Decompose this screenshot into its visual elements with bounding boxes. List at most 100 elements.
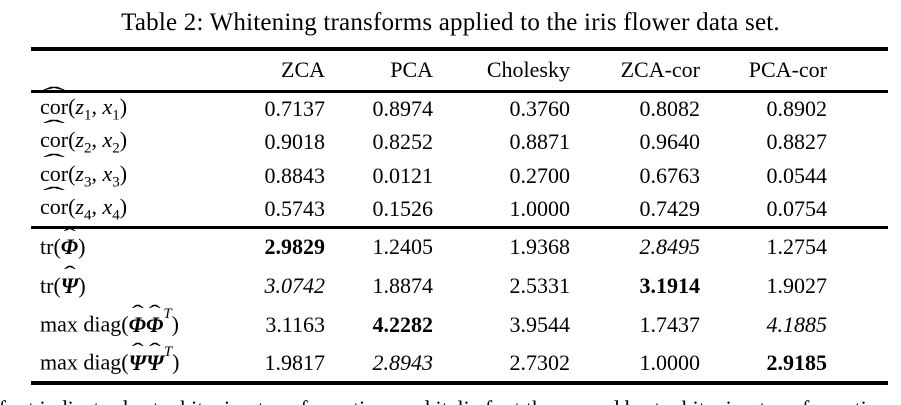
header-spacer: [827, 49, 888, 91]
table-row-cor4: ˆ cor(z4, x4) 0.5743 0.1526 1.0000 0.7429…: [31, 184, 888, 227]
row-label-maxdiag-phi: max diag(ˆ Φ ˆ ΦT): [40, 299, 179, 338]
spacer-cell: [827, 305, 888, 344]
table-row-cor3: ˆ cor(z3, x3) 0.8843 0.0121 0.2700 0.6763…: [31, 151, 888, 193]
header-zca-cor: ZCA-cor: [620, 57, 700, 83]
cell-maxpsi-pca: 2.8943: [372, 349, 434, 375]
table-row-maxdiag-psi: max diag(ˆ Ψ ˆ ΨT) 1.9817 2.8943 2.7302 1.0…: [31, 337, 888, 383]
cell-cor1-pca: 0.8974: [372, 95, 434, 121]
cell-cor4-cholesky: 1.0000: [509, 196, 571, 222]
cell-cor4-pca: 0.1526: [372, 196, 434, 222]
cell-trpsi-zca: 3.0742: [264, 272, 326, 298]
widehat-accent-icon: ˆ: [43, 115, 66, 141]
cell-trphi-pca: 1.2405: [372, 234, 434, 260]
cell-trphi-zca: 2.9829: [264, 234, 326, 260]
widehat-cor: ˆ cor: [40, 117, 68, 153]
cell-maxphi-pca-cor: 4.1885: [766, 311, 828, 337]
cell-maxphi-zca-cor: 1.7437: [639, 311, 701, 337]
spacer-cell: [827, 344, 888, 383]
spacer-cell: [827, 227, 888, 266]
widehat-accent-icon: ˆ: [131, 337, 144, 363]
cell-cor2-cholesky: 0.8871: [509, 129, 571, 154]
cell-cor3-zca: 0.8843: [264, 163, 326, 188]
cell-cor2-pca-cor: 0.8827: [766, 129, 828, 154]
row-label-cor-z3-x3: ˆ cor(z3, x3): [31, 151, 240, 193]
spacer-cell: [827, 159, 888, 193]
widehat-cor: ˆ cor: [40, 151, 68, 187]
cell-cor3-zca-cor: 0.6763: [639, 163, 701, 188]
header-cholesky: Cholesky: [486, 57, 570, 83]
cell-trphi-pca-cor: 1.2754: [766, 234, 828, 260]
table-row-tr-phi: tr(ˆ Φ) 2.9829 1.2405 1.9368 2.8495 1.275…: [31, 222, 888, 266]
spacer-cell: [827, 91, 888, 125]
cell-trpsi-pca-cor: 1.9027: [766, 272, 828, 298]
cell-maxphi-pca: 4.2282: [372, 311, 434, 337]
caption-fragment-clipped: ld font indicates best whitening transfo…: [0, 396, 889, 405]
whitening-transforms-table: ZCA PCA Cholesky ZCA-cor PCA-cor ˆ cor(z1…: [31, 47, 888, 385]
widehat-accent-icon: ˆ: [148, 299, 161, 325]
cell-cor3-pca: 0.0121: [372, 163, 434, 188]
cell-cor3-pca-cor: 0.0544: [766, 163, 828, 188]
cell-trphi-cholesky: 1.9368: [509, 234, 571, 260]
cell-trpsi-zca-cor: 3.1914: [639, 272, 701, 298]
cell-maxphi-zca: 3.1163: [265, 311, 325, 337]
cell-trpsi-cholesky: 2.5331: [509, 272, 571, 298]
cell-cor3-cholesky: 0.2700: [509, 163, 571, 188]
cell-maxpsi-zca: 1.9817: [264, 349, 326, 375]
cell-trpsi-pca: 1.8874: [372, 272, 434, 298]
table-row-cor1: ˆ cor(z1, x1) 0.7137 0.8974 0.3760 0.8082…: [31, 83, 888, 125]
header-row: ZCA PCA Cholesky ZCA-cor PCA-cor: [31, 49, 888, 91]
widehat-accent-icon: ˆ: [63, 260, 76, 286]
spacer-cell: [827, 125, 888, 159]
table-header: ZCA PCA Cholesky ZCA-cor PCA-cor: [31, 49, 888, 91]
widehat-accent-icon: ˆ: [149, 337, 161, 363]
widehat-accent-icon: ˆ: [43, 81, 66, 107]
widehat-cor: ˆ cor: [40, 83, 68, 120]
transpose-superscript: T: [163, 306, 172, 323]
cell-cor4-zca-cor: 0.7429: [639, 196, 701, 222]
row-label-maxdiag-psi: max diag(ˆ Ψ ˆ ΨT): [40, 337, 180, 376]
widehat-accent-icon: ˆ: [131, 299, 144, 325]
cell-maxphi-cholesky: 3.9544: [509, 311, 571, 337]
cell-trphi-zca-cor: 2.8495: [639, 234, 701, 260]
cell-maxpsi-pca-cor: 2.9185: [766, 349, 828, 375]
cell-cor2-zca-cor: 0.9640: [639, 129, 701, 154]
table-row-maxdiag-phi: max diag(ˆ Φ ˆ ΦT) 3.1163 4.2282 3.9544 1.7…: [31, 299, 888, 344]
cell-cor2-zca: 0.9018: [264, 129, 326, 154]
cell-cor1-cholesky: 0.3760: [509, 95, 571, 121]
header-pca-cor: PCA-cor: [748, 57, 827, 83]
row-label-cor-z2-x2: ˆ cor(z2, x2): [31, 117, 240, 159]
table-caption-title: Table 2: Whitening transforms applied to…: [121, 9, 780, 36]
spacer-cell: [827, 266, 888, 305]
header-pca: PCA: [390, 57, 433, 83]
table-row-cor2: ˆ cor(z2, x2) 0.9018 0.8252 0.8871 0.9640…: [31, 117, 888, 159]
cell-cor1-zca: 0.7137: [264, 95, 326, 121]
widehat-accent-icon: ˆ: [43, 149, 66, 175]
row-label-cor-z1-x1: ˆ cor(z1, x1): [31, 83, 240, 125]
cell-cor2-pca: 0.8252: [372, 129, 434, 154]
cell-cor1-pca-cor: 0.8902: [766, 95, 828, 121]
cell-cor4-zca: 0.5743: [264, 196, 326, 222]
widehat-accent-icon: ˆ: [63, 222, 76, 248]
table-row-tr-psi: tr(ˆ Ψ) 3.0742 1.8874 2.5331 3.1914 1.902…: [31, 260, 888, 305]
widehat-cor: ˆ cor: [40, 184, 68, 220]
cell-cor4-pca-cor: 0.0754: [766, 196, 828, 222]
correlation-section: ˆ cor(z1, x1) 0.7137 0.8974 0.3760 0.8082…: [31, 83, 888, 227]
cell-maxpsi-zca-cor: 1.0000: [639, 349, 701, 375]
criteria-section: tr(ˆ Φ) 2.9829 1.2405 1.9368 2.8495 1.275…: [31, 222, 888, 383]
widehat-accent-icon: ˆ: [43, 182, 66, 208]
row-label-cor-z4-x4: ˆ cor(z4, x4): [31, 184, 240, 227]
header-zca: ZCA: [281, 57, 325, 83]
row-label-tr-phi: tr(ˆ Φ): [40, 222, 86, 260]
row-label-tr-psi: tr(ˆ Ψ): [40, 260, 86, 299]
cell-maxpsi-cholesky: 2.7302: [509, 349, 571, 375]
spacer-cell: [827, 193, 888, 227]
cell-cor1-zca-cor: 0.8082: [639, 95, 701, 121]
transpose-superscript: T: [163, 344, 173, 361]
